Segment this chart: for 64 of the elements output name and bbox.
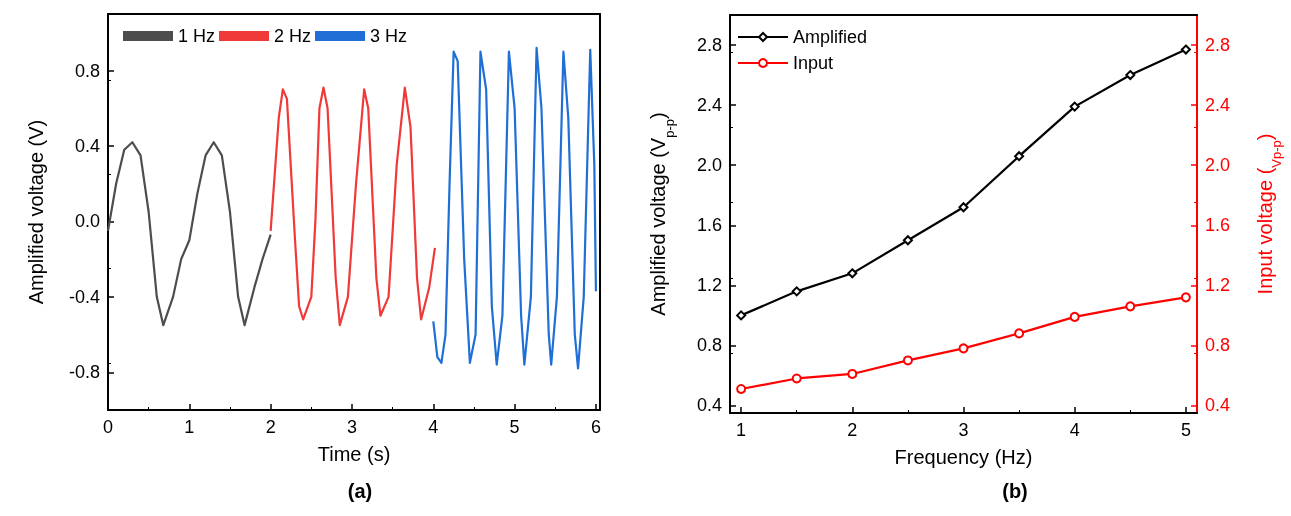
point	[736, 383, 747, 394]
legend-label: 3 Hz	[370, 26, 408, 46]
y-tick-label: 0.4	[696, 395, 722, 416]
x-tick-label: 5	[509, 417, 520, 437]
x-axis-title: Time (s)	[317, 443, 391, 465]
y-tick-label: 1.6	[696, 215, 722, 236]
y-tick-label: 0.8	[74, 60, 100, 81]
point	[791, 373, 802, 384]
point	[847, 368, 858, 379]
point	[902, 235, 913, 246]
x-axis-title: Frequency (Hz)	[894, 446, 1033, 468]
y2-tick-label: 1.6	[1205, 215, 1231, 236]
point	[958, 343, 969, 354]
text: (a)	[347, 480, 373, 502]
x-tick-label: 1	[184, 417, 195, 437]
point	[1014, 328, 1025, 339]
y-tick-label: -0.4	[68, 286, 100, 307]
y-tick-label: 2.8	[696, 35, 722, 56]
line-series	[106, 141, 272, 327]
legend-label: 1 Hz	[178, 26, 216, 46]
point	[736, 310, 747, 321]
line-series	[432, 46, 598, 370]
y2-tick-label: 0.4	[1205, 395, 1231, 416]
x-tick-label: 5	[1180, 420, 1191, 440]
y-axis-title: Amplified voltage (Vp-p)	[647, 112, 677, 316]
y2-tick-label: 2.0	[1205, 155, 1231, 176]
x-tick-label: 0	[102, 417, 114, 437]
y2-tick-label: 2.4	[1205, 95, 1231, 116]
y-tick-label: 0.0	[74, 211, 100, 232]
y-axis-title: Amplified voltage (V)	[25, 119, 47, 305]
x-tick-label: 2	[265, 417, 276, 437]
x-tick-label: 3	[958, 420, 969, 440]
y-tick-label: 1.2	[696, 275, 722, 296]
point	[902, 355, 913, 366]
point	[1180, 44, 1191, 55]
y-tick-label: 0.8	[696, 335, 722, 356]
point	[1125, 301, 1136, 312]
y2-axis-title: Input voltage (Vp-p)	[1254, 133, 1284, 295]
x-tick-label: 4	[428, 417, 439, 437]
x-tick-label: 1	[736, 420, 747, 440]
point	[1069, 311, 1080, 322]
x-tick-label: 2	[847, 420, 858, 440]
y-tick-label: 2.4	[696, 95, 722, 116]
line-series	[269, 86, 437, 327]
y2-tick-label: 2.8	[1205, 35, 1231, 56]
legend-label: 2 Hz	[274, 26, 312, 46]
x-tick-label: 4	[1069, 420, 1080, 440]
point	[1180, 292, 1191, 303]
y2-tick-label: 0.8	[1205, 335, 1231, 356]
x-tick-label: 3	[346, 417, 357, 437]
y-tick-label: 0.4	[74, 136, 100, 156]
text: (b)	[1002, 480, 1028, 502]
y2-tick-label: 1.2	[1205, 275, 1231, 296]
point	[1125, 70, 1136, 81]
point	[1014, 151, 1025, 162]
point	[958, 202, 969, 213]
point	[791, 286, 802, 297]
y-tick-label: 2.0	[696, 155, 722, 176]
point	[847, 268, 858, 279]
legend-label: Input	[793, 53, 834, 73]
legend-label: Amplified	[793, 27, 868, 47]
point	[1069, 101, 1080, 112]
y-tick-label: -0.8	[68, 362, 100, 383]
x-tick-label: 6	[590, 417, 601, 437]
